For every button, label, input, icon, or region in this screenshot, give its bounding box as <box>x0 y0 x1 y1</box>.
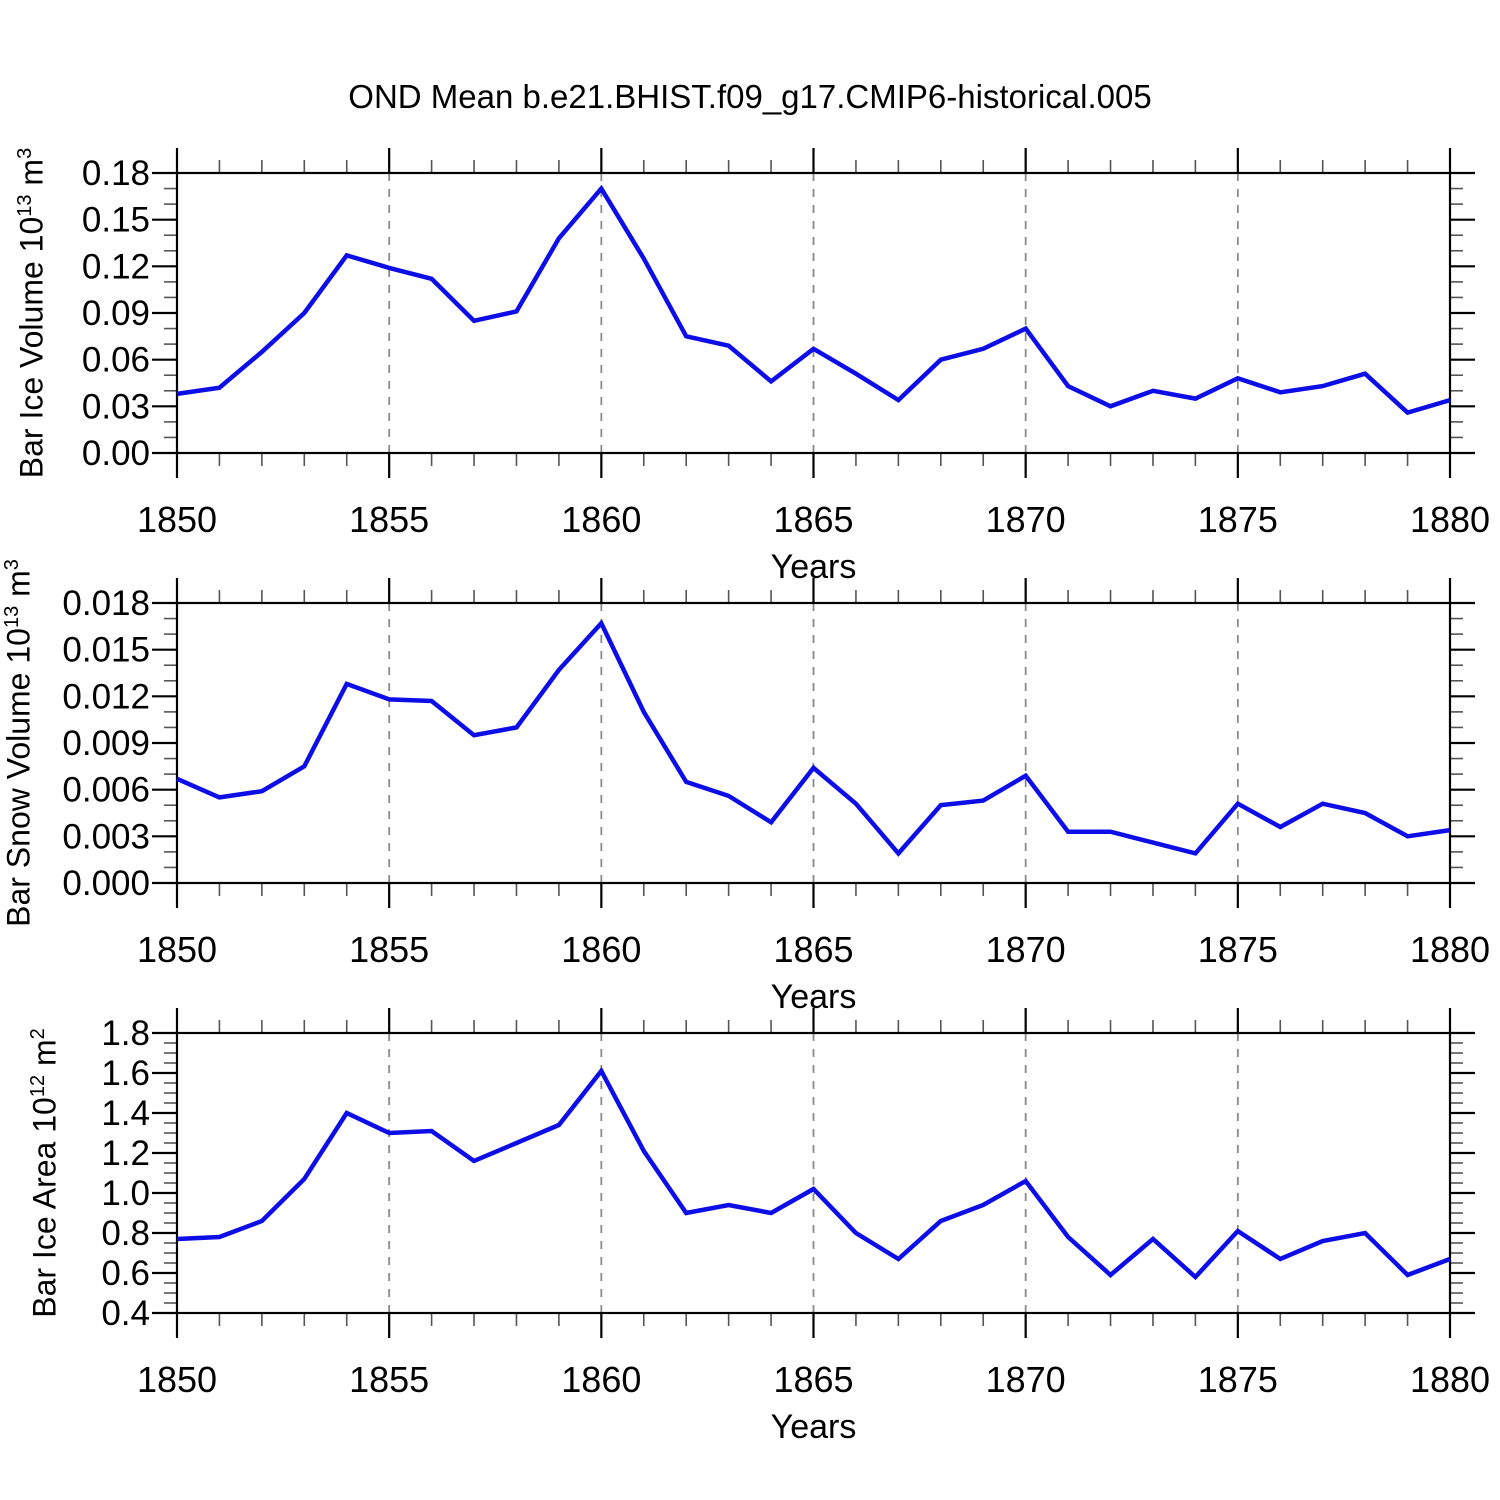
x-tick-label-snow-volume: 1850 <box>137 929 217 970</box>
x-tick-label-snow-volume: 1870 <box>986 929 1066 970</box>
data-line-snow-volume <box>176 619 1451 857</box>
y-tick-label-ice-volume: 0.03 <box>82 387 150 426</box>
y-tick-label-ice-area: 1.2 <box>101 1134 150 1173</box>
y-tick-label-snow-volume: 0.012 <box>62 677 150 716</box>
y-tick-label-ice-area: 0.6 <box>101 1254 150 1293</box>
plot-frame-ice-area <box>175 1031 1452 1315</box>
x-tick-label-ice-area: 1870 <box>986 1359 1066 1400</box>
y-ticks-ice-area <box>152 1031 1475 1315</box>
x-tick-label-ice-volume: 1870 <box>986 499 1066 540</box>
x-ticks-ice-volume <box>175 148 1452 478</box>
y-tick-label-snow-volume: 0.006 <box>62 771 150 810</box>
x-axis-title-ice-area: Years <box>771 1408 857 1446</box>
panel-ice-area: 0.40.60.81.01.21.41.61.8 1850 1855 1860 1865… <box>101 1008 1490 1446</box>
y-tick-label-ice-area: 1.6 <box>101 1054 150 1093</box>
x-tick-label-ice-area: 1880 <box>1410 1359 1490 1400</box>
y-tick-label-ice-area: 1.0 <box>101 1174 150 1213</box>
x-tick-label-ice-volume: 1880 <box>1410 499 1490 540</box>
x-ticks-ice-area <box>175 1008 1452 1338</box>
x-tick-label-ice-area: 1865 <box>773 1359 853 1400</box>
y-tick-label-snow-volume: 0.018 <box>62 584 150 623</box>
x-tick-label-snow-volume: 1875 <box>1198 929 1278 970</box>
x-tick-label-ice-volume: 1875 <box>1198 499 1278 540</box>
x-tick-label-ice-area: 1860 <box>561 1359 641 1400</box>
x-tick-label-snow-volume: 1860 <box>561 929 641 970</box>
y-tick-label-snow-volume: 0.000 <box>62 864 150 903</box>
panel-snow-volume: 0.000 0.003 0.006 0.009 0.012 0.015 0.018 1850 1… <box>62 578 1490 1016</box>
y-tick-label-snow-volume: 0.009 <box>62 724 150 763</box>
y-tick-label-ice-area: 1.8 <box>101 1014 150 1053</box>
x-tick-label-ice-volume: 1855 <box>349 499 429 540</box>
panel-ice-volume: 0.00 0.03 0.06 0.09 0.12 0.15 0.18 1850 1855 1860… <box>82 148 1490 586</box>
y-tick-label-ice-volume: 0.18 <box>82 154 150 193</box>
y-tick-label-ice-volume: 0.15 <box>82 201 150 240</box>
y-tick-label-ice-volume: 0.12 <box>82 247 150 286</box>
x-tick-label-ice-area: 1855 <box>349 1359 429 1400</box>
x-ticks-snow-volume <box>175 578 1452 908</box>
x-tick-label-snow-volume: 1865 <box>773 929 853 970</box>
y-tick-label-ice-volume: 0.09 <box>82 294 150 333</box>
y-tick-label-ice-area: 0.8 <box>101 1214 150 1253</box>
y-tick-label-snow-volume: 0.015 <box>62 631 150 670</box>
y-ticks-snow-volume <box>152 601 1475 885</box>
x-tick-label-ice-volume: 1860 <box>561 499 641 540</box>
y-tick-label-ice-volume: 0.00 <box>82 434 150 473</box>
y-tick-label-ice-area: 1.4 <box>101 1094 150 1133</box>
y-tick-label-ice-volume: 0.06 <box>82 341 150 380</box>
data-line-ice-volume <box>176 184 1451 416</box>
page-title: OND Mean b.e21.BHIST.f09_g17.CMIP6-histo… <box>348 78 1152 115</box>
x-tick-label-snow-volume: 1855 <box>349 929 429 970</box>
y-tick-label-snow-volume: 0.003 <box>62 817 150 856</box>
y-tick-label-ice-area: 0.4 <box>101 1294 150 1333</box>
y-ticks-ice-volume <box>152 171 1475 455</box>
x-tick-label-ice-area: 1850 <box>137 1359 217 1400</box>
data-line-ice-area <box>176 1066 1451 1281</box>
x-tick-label-ice-volume: 1850 <box>137 499 217 540</box>
plot-frame-ice-volume <box>175 171 1452 455</box>
x-tick-label-ice-area: 1875 <box>1198 1359 1278 1400</box>
plot-frame-snow-volume <box>175 601 1452 885</box>
x-tick-label-ice-volume: 1865 <box>773 499 853 540</box>
x-tick-label-snow-volume: 1880 <box>1410 929 1490 970</box>
